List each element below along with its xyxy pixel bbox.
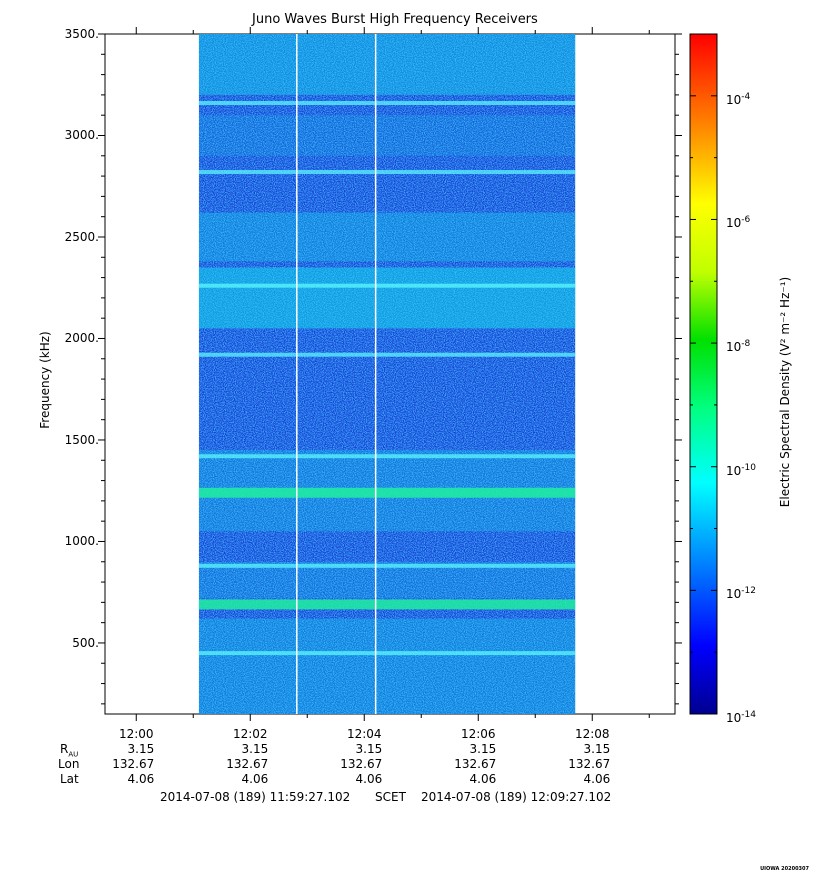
y-axis-label: Frequency (kHz): [38, 331, 52, 429]
y-tick-label: 3500.: [64, 27, 99, 41]
data-gap-lines: [296, 34, 377, 714]
x-tick-label: 12:04: [346, 727, 382, 741]
colorbar-tick-base: 10: [726, 463, 742, 478]
emission-band: [198, 563, 576, 568]
chart-title: Juno Waves Burst High Frequency Receiver…: [252, 12, 538, 27]
colorbar-tick-exponent: -14: [741, 710, 756, 720]
ephemeris-lat-value: 4.06: [241, 772, 269, 786]
x-tick-label: 12:08: [574, 727, 610, 741]
time-range-end: 2014-07-08 (189) 12:09:27.102: [421, 790, 612, 804]
y-tick-label: 2000.: [64, 331, 99, 346]
emission-band: [198, 283, 576, 288]
time-range-start: 2014-07-08 (189) 11:59:27.102: [160, 790, 351, 804]
spectrogram-data: [198, 34, 576, 714]
emission-band: [198, 651, 576, 656]
ephemeris-lon-label: Lon: [58, 757, 80, 771]
ephemeris-lon-value: 132.67: [454, 757, 497, 771]
colorbar-tick-exponent: -12: [741, 586, 756, 597]
colorbar-tick-base: 10: [726, 340, 742, 355]
colorbar-tick-base: 10: [726, 587, 742, 602]
colorbar-tick-base: 10: [726, 92, 742, 107]
ephemeris-lat-value: 4.06: [355, 772, 383, 786]
colorbar-tick-exponent: -10: [741, 462, 756, 473]
y-tick-label: 500.: [72, 635, 99, 650]
time-range-label: SCET: [375, 790, 406, 804]
colorbar-tick-base: 10: [726, 216, 742, 231]
colorbar-tick-label: 10-8: [726, 337, 750, 354]
colorbar-gradient: [689, 33, 718, 715]
ephemeris-lon-value: 132.67: [340, 757, 383, 771]
colorbar-tick-exponent: -8: [741, 339, 751, 350]
ephemeris-r-label-sub: AU: [68, 750, 79, 759]
colorbar-tick-base: 10: [726, 711, 742, 725]
emission-band: [198, 599, 576, 610]
colorbar-tick-label: 10-4: [726, 90, 750, 107]
ephemeris-r-value: 3.15: [241, 742, 269, 756]
plot-area: [98, 27, 682, 721]
colorbar-label: Electric Spectral Density (V² m⁻² Hz⁻¹): [778, 276, 792, 508]
ephemeris-r-value: 3.15: [469, 742, 497, 756]
x-axis-ticks: [135, 27, 650, 721]
ephemeris-lat-value: 4.06: [583, 772, 611, 786]
emission-band: [198, 454, 576, 459]
y-tick-label: 3000.: [64, 128, 99, 143]
ephemeris-r-label-main: R: [60, 742, 69, 756]
emission-band: [198, 352, 576, 357]
colorbar-tick-label: 10-12: [726, 584, 756, 601]
y-axis-ticks: [98, 33, 682, 705]
spectrogram-noise-2: [198, 34, 576, 714]
colorbar: [689, 33, 718, 715]
ephemeris-lon-value: 132.67: [226, 757, 269, 771]
ephemeris-lat-label: Lat: [60, 772, 79, 786]
y-tick-label: 1500.: [64, 432, 99, 447]
colorbar-ticks: [690, 33, 717, 715]
colorbar-tick-label: 10-6: [726, 213, 750, 230]
y-tick-label: 1000.: [64, 534, 99, 549]
footer-stamp: UIOWA 20200307: [760, 866, 809, 872]
x-tick-label: 12:00: [118, 727, 154, 741]
ephemeris-lat-value: 4.06: [469, 772, 497, 786]
colorbar-tick-label: 10-14: [726, 708, 756, 725]
ephemeris-r-label: RAU: [60, 742, 78, 761]
emission-band: [198, 170, 576, 175]
colorbar-tick-label: 10-10: [726, 461, 756, 478]
ephemeris-lon-value: 132.67: [568, 757, 611, 771]
ephemeris-r-value: 3.15: [355, 742, 383, 756]
emission-band: [198, 101, 576, 106]
x-tick-label: 12:02: [232, 727, 268, 741]
x-tick-label: 12:06: [460, 727, 496, 741]
colorbar-tick-exponent: -6: [741, 215, 751, 226]
colorbar-tick-exponent: -4: [741, 91, 751, 102]
ephemeris-lat-value: 4.06: [127, 772, 155, 786]
ephemeris-lon-value: 132.67: [112, 757, 155, 771]
ephemeris-r-value: 3.15: [583, 742, 611, 756]
emission-band: [198, 487, 576, 498]
y-tick-label: 2500.: [64, 229, 99, 244]
ephemeris-r-value: 3.15: [127, 742, 155, 756]
